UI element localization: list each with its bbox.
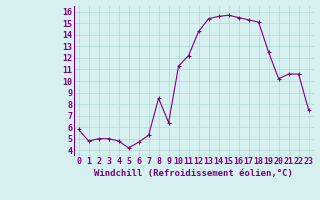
X-axis label: Windchill (Refroidissement éolien,°C): Windchill (Refroidissement éolien,°C) — [94, 169, 293, 178]
